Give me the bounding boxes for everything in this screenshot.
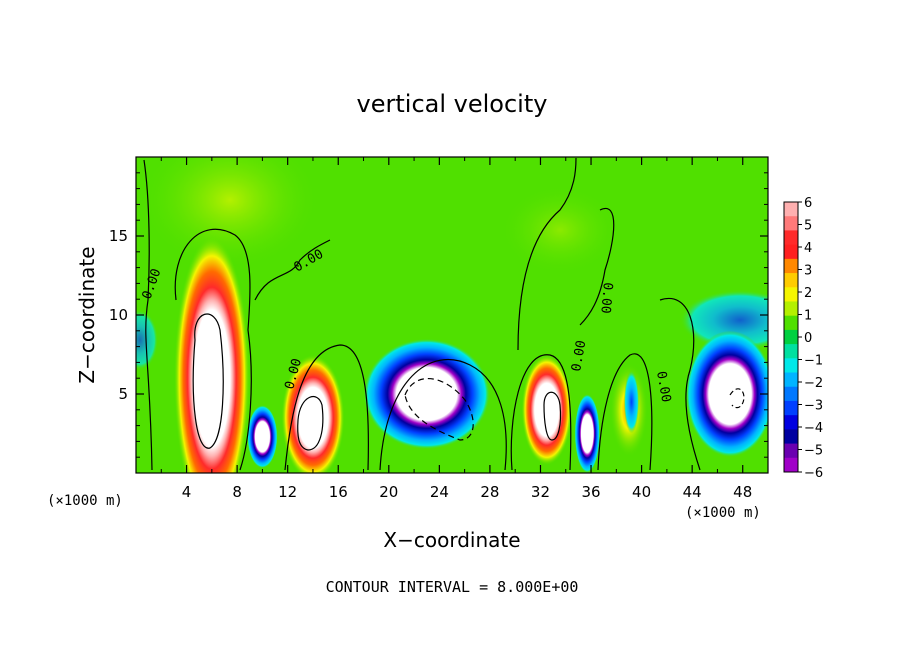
x-tick-label: 28 xyxy=(480,483,499,501)
colorbar-swatch xyxy=(784,443,798,459)
colorbar-swatch xyxy=(784,244,798,260)
colorbar-tick-label: 4 xyxy=(804,241,812,256)
colorbar-swatch xyxy=(784,429,798,445)
x-tick-label: 8 xyxy=(232,483,242,501)
colorbar-swatch xyxy=(784,372,798,388)
downdraft-2 xyxy=(247,405,278,469)
colorbar-swatch xyxy=(784,457,798,473)
contour-zero-right-branch xyxy=(517,157,577,351)
updraft-3 xyxy=(281,354,345,473)
chart-title: vertical velocity xyxy=(357,90,548,118)
contour-interval-note: CONTOUR INTERVAL = 8.000E+00 xyxy=(326,578,579,596)
x-tick-label: 20 xyxy=(379,483,398,501)
contour-zero-updraft2 xyxy=(284,344,369,471)
colorbar-swatch xyxy=(784,301,798,317)
upper-glow-right xyxy=(500,185,620,275)
x-tick-label: 16 xyxy=(329,483,348,501)
y-axis: 5 10 15 xyxy=(109,172,768,458)
colorbar-swatch xyxy=(784,216,798,231)
y-axis-label: Z−coordinate xyxy=(75,246,99,383)
colorbar-tick-label: −3 xyxy=(804,399,823,414)
downdraft-9 xyxy=(685,330,768,458)
cyan-band-left xyxy=(136,310,158,370)
contour-zero-left xyxy=(143,159,153,471)
x-axis-label: X−coordinate xyxy=(383,528,520,552)
colorbar-swatch xyxy=(784,287,798,302)
colorbar-swatch xyxy=(784,202,798,217)
y-tick-label: 10 xyxy=(109,306,128,324)
contour-zero-mid xyxy=(254,239,331,301)
colorbar-tick-label: 3 xyxy=(804,264,812,279)
x-unit-left: (×1000 m) xyxy=(47,493,123,509)
colorbar-tick-label: −5 xyxy=(804,444,823,459)
colorbar-swatch xyxy=(784,415,798,430)
colorbar-swatch xyxy=(784,329,798,345)
colorbar-tick-label: −1 xyxy=(804,354,823,369)
y-tick-label: 15 xyxy=(109,227,128,245)
colorbar-swatch xyxy=(784,315,798,331)
updraft-5 xyxy=(521,354,573,466)
colorbar-swatch xyxy=(784,358,798,374)
colorbar-swatch xyxy=(784,344,798,359)
x-tick-label: 32 xyxy=(531,483,550,501)
x-tick-label: 44 xyxy=(683,483,702,501)
contour-inner-downdraft2 xyxy=(404,378,474,441)
contour-zero-updraft3 xyxy=(510,354,572,471)
x-tick-label: 36 xyxy=(581,483,600,501)
contour-inner-downdraft3 xyxy=(729,388,745,409)
heatmap-field xyxy=(136,157,768,473)
colorbar-tick-label: 6 xyxy=(804,196,812,211)
contour-zero-updraft1 xyxy=(174,228,252,471)
x-tick-label: 12 xyxy=(278,483,297,501)
x-axis: 4 8 12 16 20 24 28 32 36 40 44 48 xyxy=(160,157,752,501)
cyan-band-right xyxy=(680,290,768,350)
colorbar: 6 5 4 3 2 1 0 −1 −2 −3 −4 −5 −6 xyxy=(783,196,823,481)
downdraft-8 xyxy=(623,370,640,434)
x-tick-label: 24 xyxy=(430,483,449,501)
colorbar-tick-label: −4 xyxy=(804,421,823,436)
updraft-1 xyxy=(173,236,250,473)
upper-glow xyxy=(140,157,320,270)
colorbar-swatch xyxy=(784,273,798,288)
contour-inner-updraft2 xyxy=(297,395,324,451)
contour-zero-downdraft2 xyxy=(379,359,507,471)
colorbar-swatch xyxy=(784,258,798,274)
x-tick-label: 4 xyxy=(182,483,192,501)
contour-inner-updraft3 xyxy=(543,391,562,441)
colorbar-tick-label: −6 xyxy=(804,466,823,481)
contour-inner-updraft1 xyxy=(192,313,224,449)
x-tick-label: 48 xyxy=(733,483,752,501)
colorbar-swatch xyxy=(784,230,798,246)
colorbar-tick-label: −2 xyxy=(804,376,823,391)
downdraft-6 xyxy=(574,394,600,473)
x-tick-label: 40 xyxy=(632,483,651,501)
y-tick-label: 5 xyxy=(118,385,128,403)
contour-zero-multi xyxy=(597,353,653,471)
contour-zero-right-loop xyxy=(579,207,615,326)
colorbar-tick-label: 5 xyxy=(804,219,812,234)
contour-label-5: 0.00 xyxy=(597,282,615,315)
colorbar-tick-label: 0 xyxy=(804,331,812,346)
contour-zero-far-right xyxy=(659,297,701,471)
colorbar-swatch xyxy=(784,400,798,416)
contour-label-6: 0.00 xyxy=(653,370,673,403)
x-unit-right: (×1000 m) xyxy=(685,505,761,521)
downdraft-4 xyxy=(363,338,490,450)
colorbar-tick-label: 2 xyxy=(804,286,812,301)
contour-lines xyxy=(143,157,745,471)
colorbar-swatch xyxy=(784,386,798,402)
contour-label-4: 0.00 xyxy=(569,339,589,372)
colorbar-tick-label: 1 xyxy=(804,309,812,324)
